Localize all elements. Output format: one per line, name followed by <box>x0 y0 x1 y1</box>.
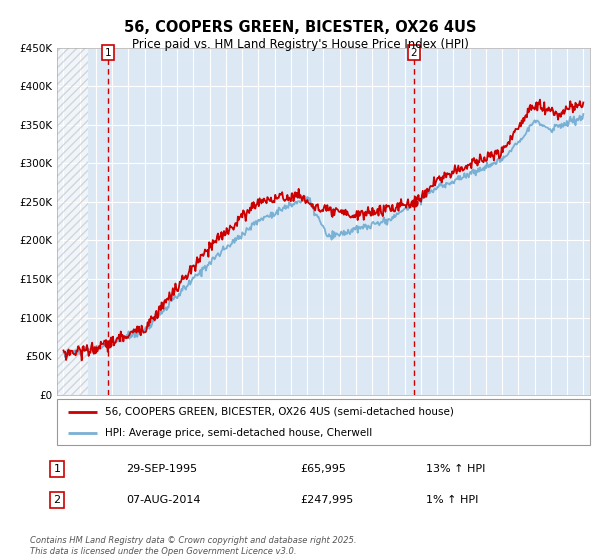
Text: Contains HM Land Registry data © Crown copyright and database right 2025.
This d: Contains HM Land Registry data © Crown c… <box>30 536 356 556</box>
Text: 13% ↑ HPI: 13% ↑ HPI <box>426 464 485 474</box>
Text: Price paid vs. HM Land Registry's House Price Index (HPI): Price paid vs. HM Land Registry's House … <box>131 38 469 50</box>
Bar <box>57 48 88 395</box>
Text: 1: 1 <box>105 48 112 58</box>
Text: £247,995: £247,995 <box>300 495 353 505</box>
Text: 29-SEP-1995: 29-SEP-1995 <box>126 464 197 474</box>
Text: 56, COOPERS GREEN, BICESTER, OX26 4US: 56, COOPERS GREEN, BICESTER, OX26 4US <box>124 20 476 35</box>
Text: 2: 2 <box>53 495 61 505</box>
Text: £65,995: £65,995 <box>300 464 346 474</box>
FancyBboxPatch shape <box>57 399 590 445</box>
Text: HPI: Average price, semi-detached house, Cherwell: HPI: Average price, semi-detached house,… <box>105 428 372 438</box>
Text: 1% ↑ HPI: 1% ↑ HPI <box>426 495 478 505</box>
Text: 1: 1 <box>53 464 61 474</box>
Text: 07-AUG-2014: 07-AUG-2014 <box>126 495 200 505</box>
Text: 56, COOPERS GREEN, BICESTER, OX26 4US (semi-detached house): 56, COOPERS GREEN, BICESTER, OX26 4US (s… <box>105 407 454 417</box>
Text: 2: 2 <box>411 48 418 58</box>
